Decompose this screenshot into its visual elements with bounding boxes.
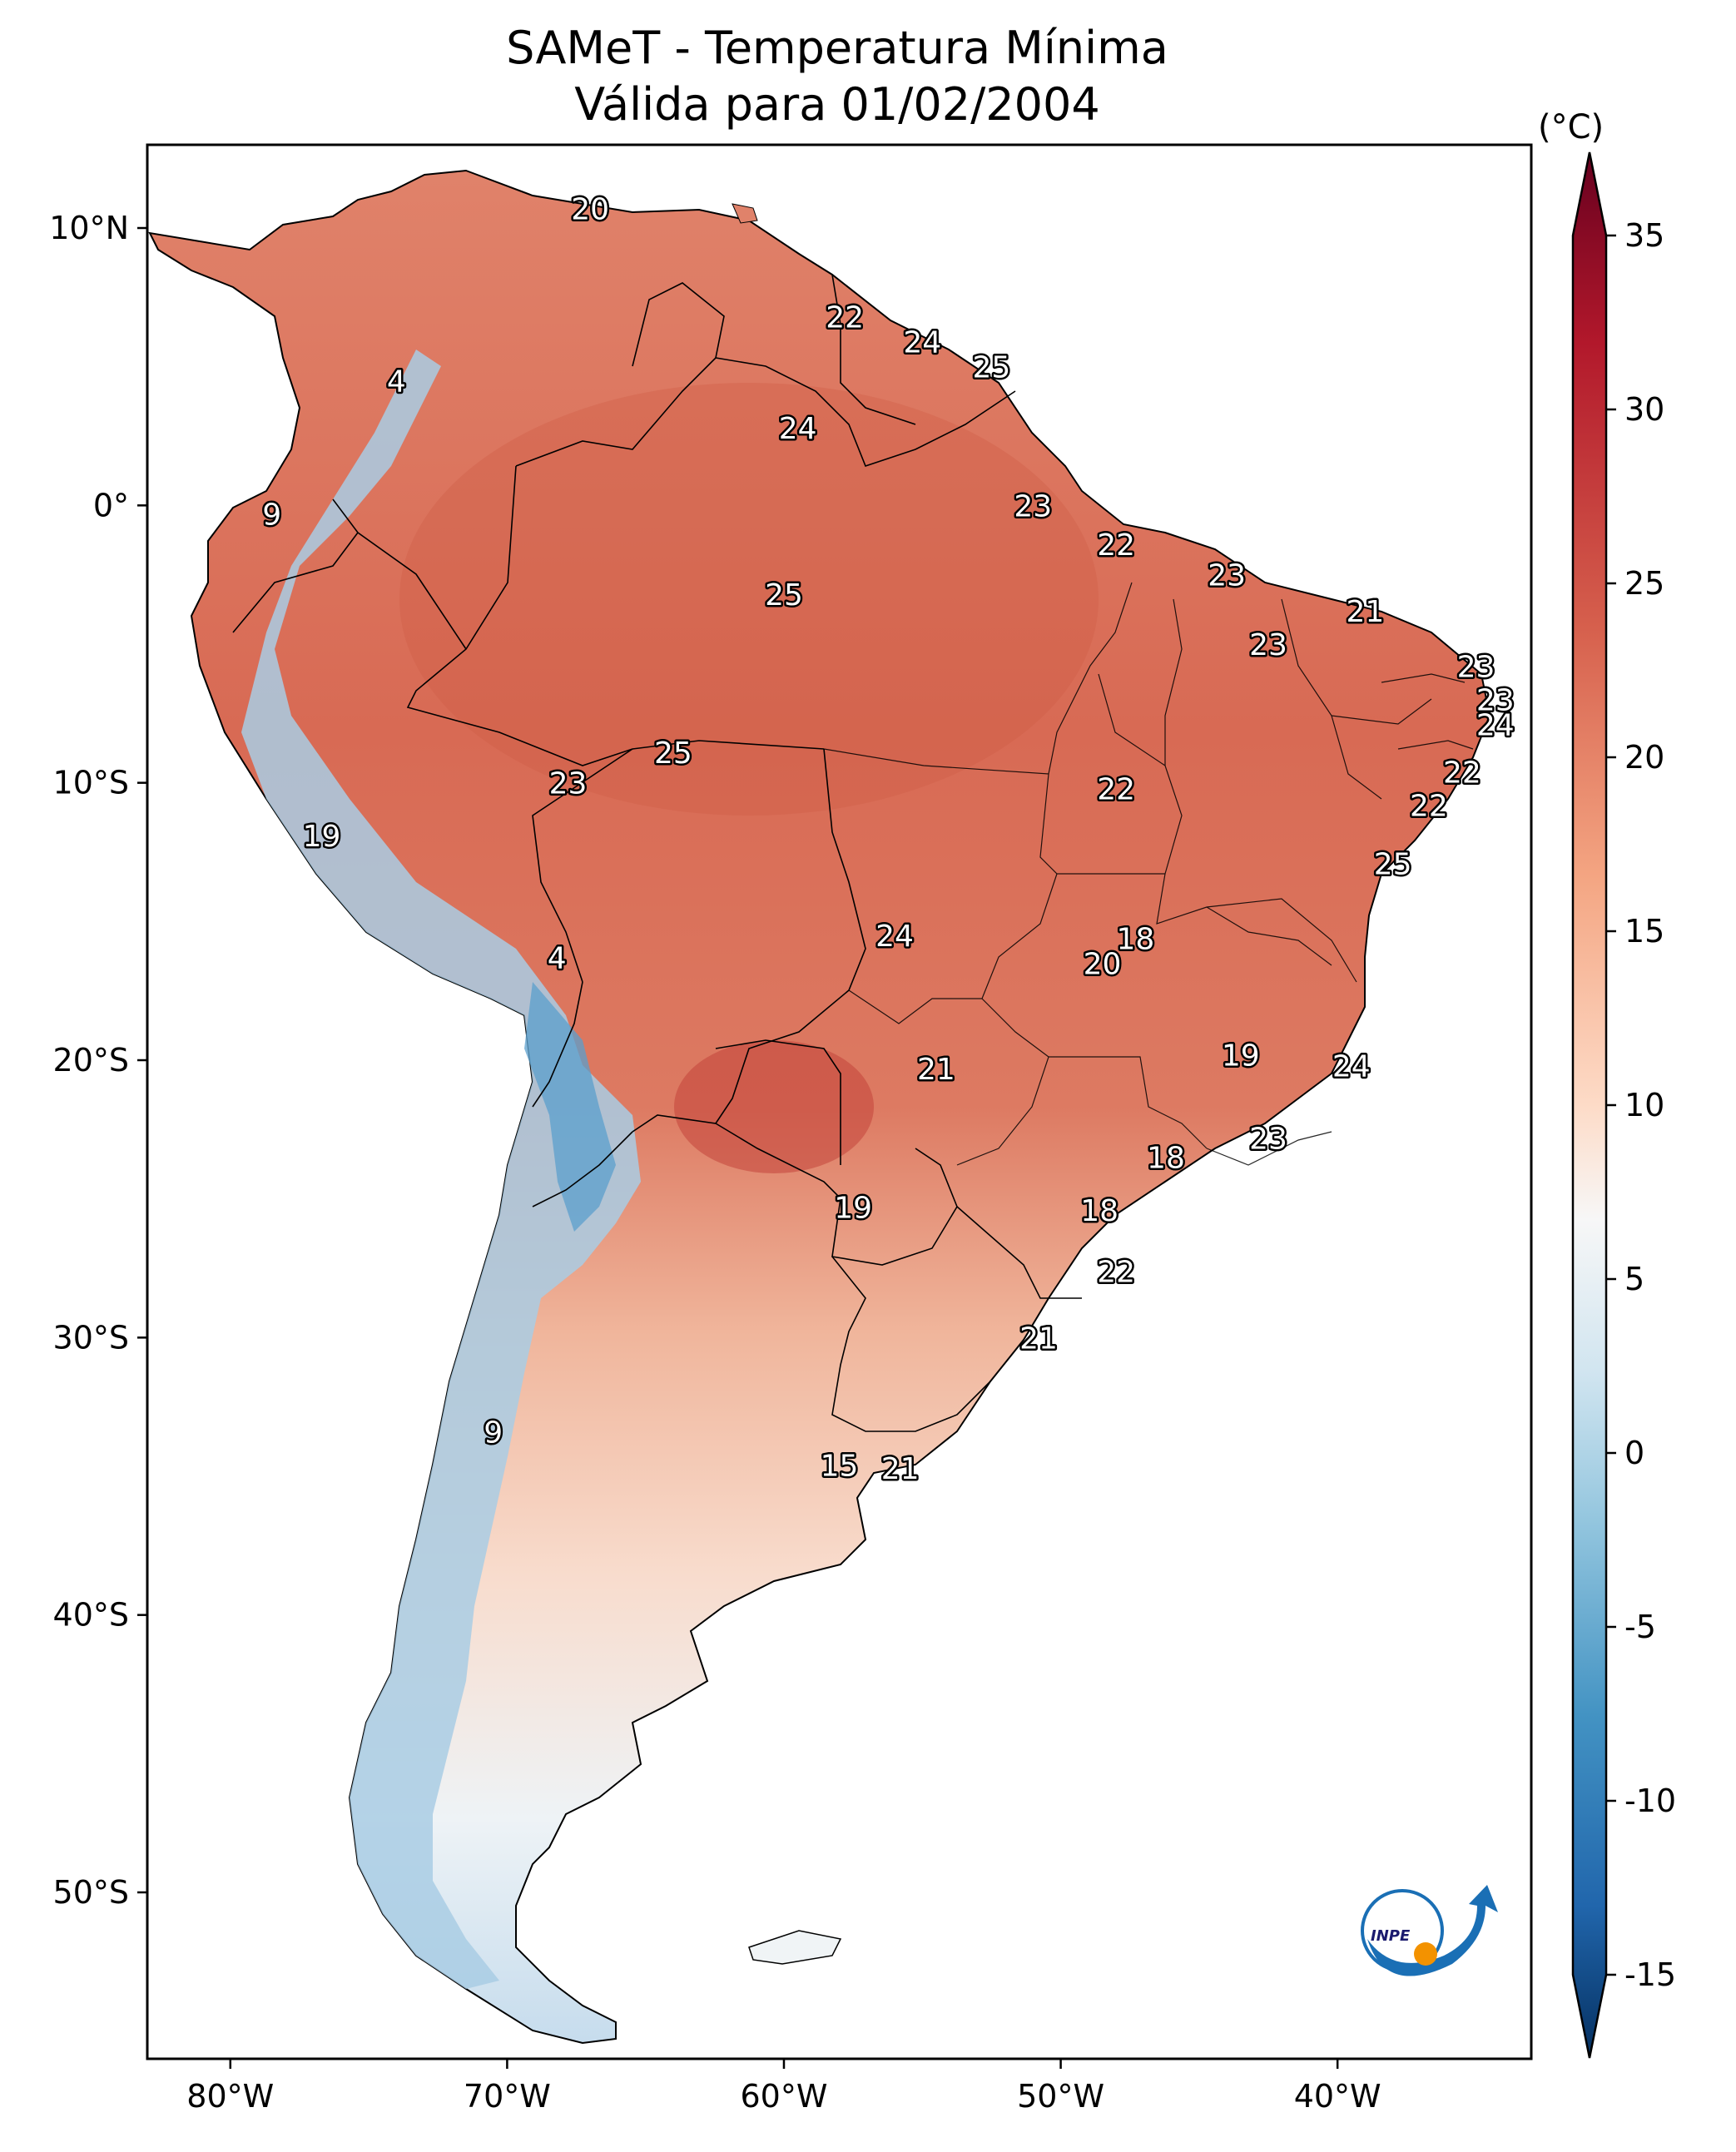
temperature-label: 18 (1116, 922, 1154, 956)
temperature-label: 19 (834, 1192, 872, 1226)
temperature-label: 24 (1332, 1050, 1371, 1084)
lon-ticks: 80°W 70°W 60°W 50°W 40°W (186, 2059, 1381, 2115)
chaco-warm-region (674, 1040, 874, 1173)
country-borders (232, 274, 1082, 1432)
logo-orange-dot (1414, 1942, 1437, 1966)
colorbar-tick-label: 15 (1624, 913, 1664, 950)
lat-ticks: 10°N 0° 10°S 20°S 30°S 40°S 50°S (49, 210, 147, 1911)
temperature-label: 24 (779, 412, 817, 446)
colorbar-tick-label: -5 (1624, 1609, 1656, 1645)
temperature-label: 19 (303, 820, 341, 854)
colorbar-tick-label: 25 (1624, 565, 1664, 602)
temperature-label: 22 (1097, 1255, 1135, 1289)
colorbar-body (1571, 151, 1608, 2059)
temperature-label: 25 (973, 351, 1011, 385)
lat-tick-label: 30°S (53, 1319, 129, 1356)
colorbar-tick-label: 20 (1624, 739, 1664, 776)
inpe-logo: INPE (1361, 1885, 1498, 1976)
temperature-label: 4 (387, 364, 406, 399)
temperature-label: 23 (1208, 559, 1246, 593)
temperature-label: 24 (875, 920, 914, 954)
colorbar-ticks: 35 30 25 20 15 10 5 0 -5 -10 -15 (1606, 217, 1676, 1993)
temperature-label: 21 (1347, 595, 1385, 629)
temperature-label: 21 (1019, 1321, 1058, 1356)
logo-swoosh (1367, 1885, 1498, 1976)
temperature-label: 24 (903, 326, 941, 360)
lat-tick-label: 40°S (53, 1597, 129, 1634)
temperature-label: 20 (571, 193, 609, 227)
temperature-label: 9 (484, 1416, 503, 1450)
temperature-label: 20 (1084, 947, 1122, 981)
temperature-label: 23 (1476, 684, 1515, 718)
lat-tick-label: 0° (93, 487, 129, 523)
temperature-label: 19 (1222, 1039, 1260, 1073)
temperature-label: 23 (1249, 1122, 1287, 1156)
lon-tick-label: 80°W (186, 2078, 274, 2115)
temperature-label: 23 (1249, 628, 1287, 662)
temperature-label: 9 (262, 498, 281, 532)
temperature-label: 22 (1097, 772, 1135, 806)
lat-tick-label: 50°S (53, 1874, 129, 1911)
temperature-label: 25 (654, 736, 692, 771)
colorbar: 35 30 25 20 15 10 5 0 -5 -10 -15 (1571, 151, 1676, 2059)
colorbar-tick-label: -10 (1624, 1783, 1676, 1819)
lon-tick-label: 40°W (1294, 2078, 1381, 2115)
colorbar-unit: (°C) (1538, 108, 1605, 146)
colorbar-tick-label: 35 (1624, 217, 1664, 254)
colorbar-tick-label: 5 (1624, 1261, 1644, 1297)
temperature-label: 23 (549, 767, 588, 801)
state-borders (823, 582, 1474, 1166)
colorbar-tick-label: 30 (1624, 391, 1664, 428)
lon-tick-label: 60°W (741, 2078, 828, 2115)
temperature-label: 18 (1147, 1142, 1185, 1176)
caribbean-islands (732, 203, 758, 224)
temperature-label: 22 (1443, 756, 1481, 790)
falkland-islands (748, 1930, 842, 1965)
lat-tick-label: 10°S (53, 765, 129, 801)
colorbar-tick-label: 10 (1624, 1087, 1664, 1123)
temperature-label: 22 (1410, 789, 1448, 823)
temperature-label: 22 (1097, 528, 1135, 563)
temperature-label: 24 (1476, 709, 1515, 743)
lat-tick-label: 20°S (53, 1042, 129, 1078)
colorbar-tick-label: -15 (1624, 1956, 1676, 1993)
lon-tick-label: 70°W (464, 2078, 551, 2115)
temperature-label: 15 (821, 1450, 859, 1484)
lon-tick-label: 50°W (1017, 2078, 1104, 2115)
temperature-label: 23 (1014, 489, 1052, 523)
lat-tick-label: 10°N (49, 210, 129, 246)
temperature-label: 18 (1080, 1194, 1118, 1228)
map-subtitle: Válida para 01/02/2004 (574, 78, 1100, 131)
colorbar-tick-label: 0 (1624, 1435, 1644, 1471)
logo-text: INPE (1371, 1927, 1411, 1945)
temperature-label: 21 (881, 1452, 920, 1486)
map-title: SAMeT - Temperatura Mínima (506, 22, 1168, 74)
temperature-label: 22 (826, 301, 864, 335)
temperature-label: 21 (917, 1053, 955, 1087)
temperature-label: 25 (1374, 847, 1412, 881)
temperature-label: 23 (1457, 651, 1495, 685)
temperature-label: 25 (765, 578, 803, 612)
temperature-label: 4 (548, 942, 567, 976)
amazon-warm-region (399, 383, 1099, 816)
